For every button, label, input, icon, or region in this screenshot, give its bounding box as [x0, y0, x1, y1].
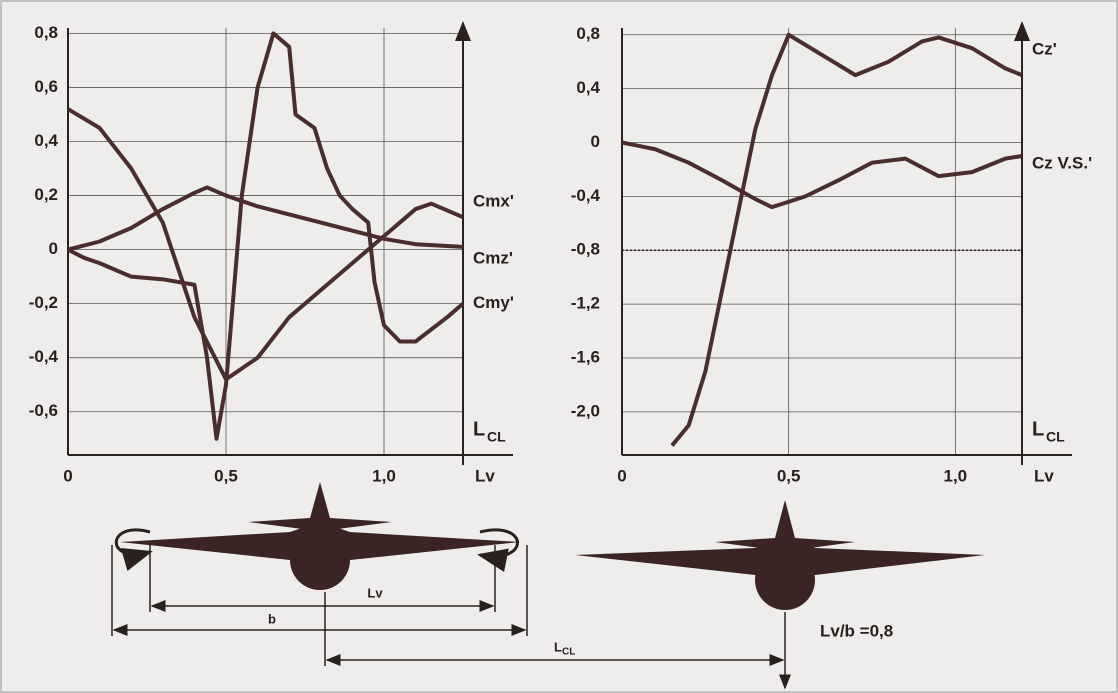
y-tick-label: -0,4 — [29, 347, 59, 366]
x-tick-label: 1,0 — [372, 466, 396, 485]
figure: Lv b L CL Lv/b =0,8 0,8 0,6 0,4 0,2 0 -0,2 -0,… — [0, 0, 1118, 693]
ratio-label: Lv/b =0,8 — [820, 621, 893, 640]
frame — [1, 1, 1117, 692]
lv-label: Lv — [367, 585, 383, 600]
y-tick-label: 0,4 — [34, 131, 58, 150]
y-tick-label: 0,4 — [576, 78, 600, 97]
y-tick-label: 0 — [591, 132, 600, 151]
series-label: Cz' — [1032, 40, 1057, 59]
y-tick-label: 0,8 — [34, 23, 58, 42]
series-label: Cz V.S.' — [1032, 153, 1092, 172]
x-tick-label: 0,5 — [214, 466, 238, 485]
x-axis-label: Lv — [475, 466, 495, 485]
y-tick-label: -1,2 — [571, 294, 600, 313]
lcl-sub-label: CL — [562, 647, 575, 658]
y-axis-label: L — [1032, 418, 1044, 440]
y-tick-label: -0,8 — [571, 240, 600, 259]
series-label: Cmx' — [473, 192, 514, 211]
x-tick-label: 1,0 — [944, 466, 968, 485]
x-tick-label: 0,5 — [777, 466, 801, 485]
y-tick-label: -0,2 — [29, 293, 58, 312]
y-tick-label: -2,0 — [571, 401, 600, 420]
y-tick-label: 0,6 — [34, 77, 58, 96]
x-axis-label: Lv — [1034, 466, 1054, 485]
x-tick-label: 0 — [617, 466, 626, 485]
b-label: b — [268, 611, 276, 626]
y-axis-label-sub: CL — [487, 429, 506, 445]
series-label: Cmy' — [473, 293, 514, 312]
y-tick-label: 0,2 — [34, 185, 58, 204]
y-tick-label: -0,4 — [571, 186, 601, 205]
series-label: Cmz' — [473, 248, 513, 267]
x-tick-label: 0 — [63, 466, 72, 485]
y-axis-label: L — [473, 418, 485, 440]
y-tick-label: -1,6 — [571, 348, 600, 367]
lcl-label: L — [554, 639, 562, 654]
y-tick-label: 0 — [49, 239, 58, 258]
y-tick-label: -0,6 — [29, 401, 58, 420]
y-tick-label: 0,8 — [576, 24, 600, 43]
y-axis-label-sub: CL — [1046, 429, 1065, 445]
